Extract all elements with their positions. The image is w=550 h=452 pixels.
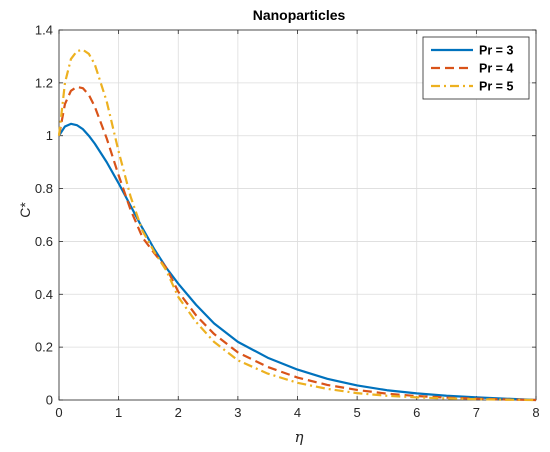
x-tick-label: 3 [234, 405, 241, 420]
y-tick-label: 0.8 [35, 181, 53, 196]
x-tick-label: 0 [55, 405, 62, 420]
y-tick-label: 1.4 [35, 23, 53, 38]
x-tick-label: 4 [294, 405, 301, 420]
x-tick-label: 1 [115, 405, 122, 420]
x-tick-label: 8 [532, 405, 539, 420]
series-line-pr-5 [57, 48, 537, 402]
y-tick-label: 0.2 [35, 340, 53, 355]
series-line-pr-3 [58, 122, 537, 402]
x-tick-label: 6 [413, 405, 420, 420]
series-layer [57, 48, 537, 402]
legend: Pr = 3 Pr = 4 Pr = 5 [422, 36, 530, 100]
x-axis-label: η [295, 428, 304, 446]
y-tick-label: 1.2 [35, 75, 53, 90]
y-tick-label: 1 [46, 128, 53, 143]
y-tick-label: 0.6 [35, 234, 53, 249]
legend-label: Pr = 4 [479, 62, 513, 76]
chart-title: Nanoparticles [253, 7, 346, 23]
y-tick-label: 0.4 [35, 287, 53, 302]
x-tick-label: 2 [175, 405, 182, 420]
axis-ticks: 0 1 2 3 4 5 6 7 8 0 0.2 0.4 0.6 0.8 1 1.2 1.4 [35, 23, 540, 421]
legend-label: Pr = 5 [479, 80, 513, 94]
y-axis-label: C* [17, 202, 33, 218]
x-tick-label: 7 [473, 405, 480, 420]
series-line-pr-4 [57, 85, 537, 402]
legend-label: Pr = 3 [479, 44, 513, 58]
y-tick-label: 0 [46, 393, 53, 408]
legend-box [422, 36, 530, 100]
x-tick-label: 5 [354, 405, 361, 420]
